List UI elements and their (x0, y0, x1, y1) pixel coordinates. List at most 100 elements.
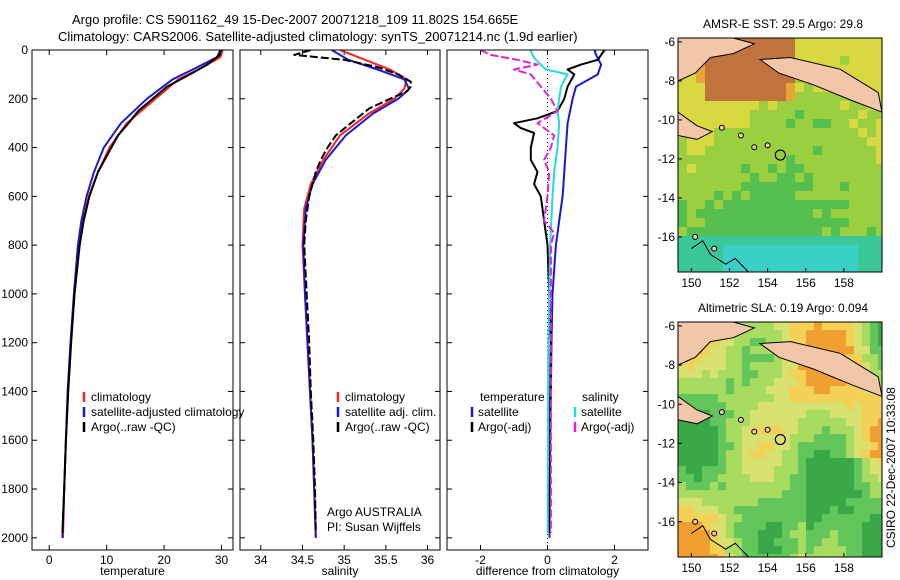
map-field (678, 322, 882, 557)
map-cell (854, 338, 863, 347)
map-cell (846, 410, 855, 419)
map-cell (678, 146, 688, 156)
map-cell (854, 354, 863, 363)
map-cell (840, 227, 850, 237)
map-cell (766, 418, 775, 427)
map-cell (742, 418, 751, 427)
map-cell (741, 119, 751, 129)
map-cell (768, 65, 778, 75)
map-cell (686, 362, 695, 371)
map-cell (867, 155, 877, 165)
map-cell (786, 182, 796, 192)
map-cell (696, 218, 706, 228)
map-cell (831, 236, 841, 246)
map-cell (710, 514, 719, 523)
map-cell (870, 434, 879, 443)
map-cell (854, 546, 863, 555)
map-cell (858, 155, 868, 165)
map-cell (718, 378, 727, 387)
map-cell (804, 263, 814, 272)
map-cell (726, 354, 735, 363)
map-cell (822, 426, 831, 435)
map-cell (678, 538, 687, 547)
map-cell (849, 47, 859, 57)
map-cell (774, 490, 783, 499)
map-cell (840, 155, 850, 165)
map-cell (705, 191, 715, 201)
map-cell (718, 394, 727, 403)
map-cell (741, 83, 751, 93)
map-cell (687, 254, 697, 264)
map-cell (758, 402, 767, 411)
map-cell (710, 418, 719, 427)
map-cell (804, 38, 814, 48)
map-cell (813, 218, 823, 228)
map-cell (696, 254, 706, 264)
map-cell (705, 236, 715, 246)
map-cell (750, 322, 759, 331)
map-cell (726, 378, 735, 387)
map-cell (687, 164, 697, 174)
map-cell (732, 254, 742, 264)
map-cell (741, 92, 751, 102)
x-axis-label: difference from climatology (476, 564, 619, 578)
map-cell (822, 227, 832, 237)
map-cell (718, 434, 727, 443)
map-cell (774, 530, 783, 539)
map-cell (723, 236, 733, 246)
map-cell (710, 458, 719, 467)
map-cell (804, 128, 814, 138)
map-cell (867, 56, 877, 66)
map-cell (862, 426, 871, 435)
figure-title-line2: Climatology: CARS2006. Satellite-adjuste… (58, 29, 578, 44)
map-cell (831, 254, 841, 264)
map-cell (758, 426, 767, 435)
map-cell (750, 83, 760, 93)
map-cell (710, 362, 719, 371)
map-cell (678, 434, 687, 443)
map-cell (878, 546, 882, 555)
map-cell (870, 322, 879, 331)
map-cell (838, 322, 847, 331)
map-cell (768, 146, 778, 156)
ytick-label: -8 (664, 358, 675, 372)
map-cell (750, 74, 760, 84)
map-cell (862, 394, 871, 403)
map-cell (813, 200, 823, 210)
map-cell (687, 101, 697, 111)
map-cell (726, 386, 735, 395)
map-cell (806, 474, 815, 483)
map-cell (766, 338, 775, 347)
map-cell (710, 522, 719, 531)
map-cell (795, 47, 805, 57)
map-cell (732, 92, 742, 102)
map-cell (750, 263, 760, 272)
map-cell (840, 209, 850, 219)
map-cell (838, 490, 847, 499)
map-cell (750, 554, 759, 557)
map-cell (876, 38, 882, 48)
map-cell (714, 65, 724, 75)
map-cell (831, 209, 841, 219)
map-cell (742, 482, 751, 491)
map-cell (854, 458, 863, 467)
map-cell (742, 490, 751, 499)
map-cell (742, 522, 751, 531)
map-cell (759, 191, 769, 201)
map-cell (694, 370, 703, 379)
map-cell (696, 173, 706, 183)
map-cell (876, 245, 882, 255)
map-cell (750, 173, 760, 183)
map-cell (726, 466, 735, 475)
map-cell (726, 554, 735, 557)
map-cell (806, 434, 815, 443)
land-mass (678, 322, 756, 366)
map-cell (694, 554, 703, 557)
map-cell (790, 330, 799, 339)
map-cell (777, 209, 787, 219)
map-cell (786, 92, 796, 102)
map-cell (814, 386, 823, 395)
map-cell (718, 362, 727, 371)
map-cell (790, 458, 799, 467)
map-cell (822, 474, 831, 483)
